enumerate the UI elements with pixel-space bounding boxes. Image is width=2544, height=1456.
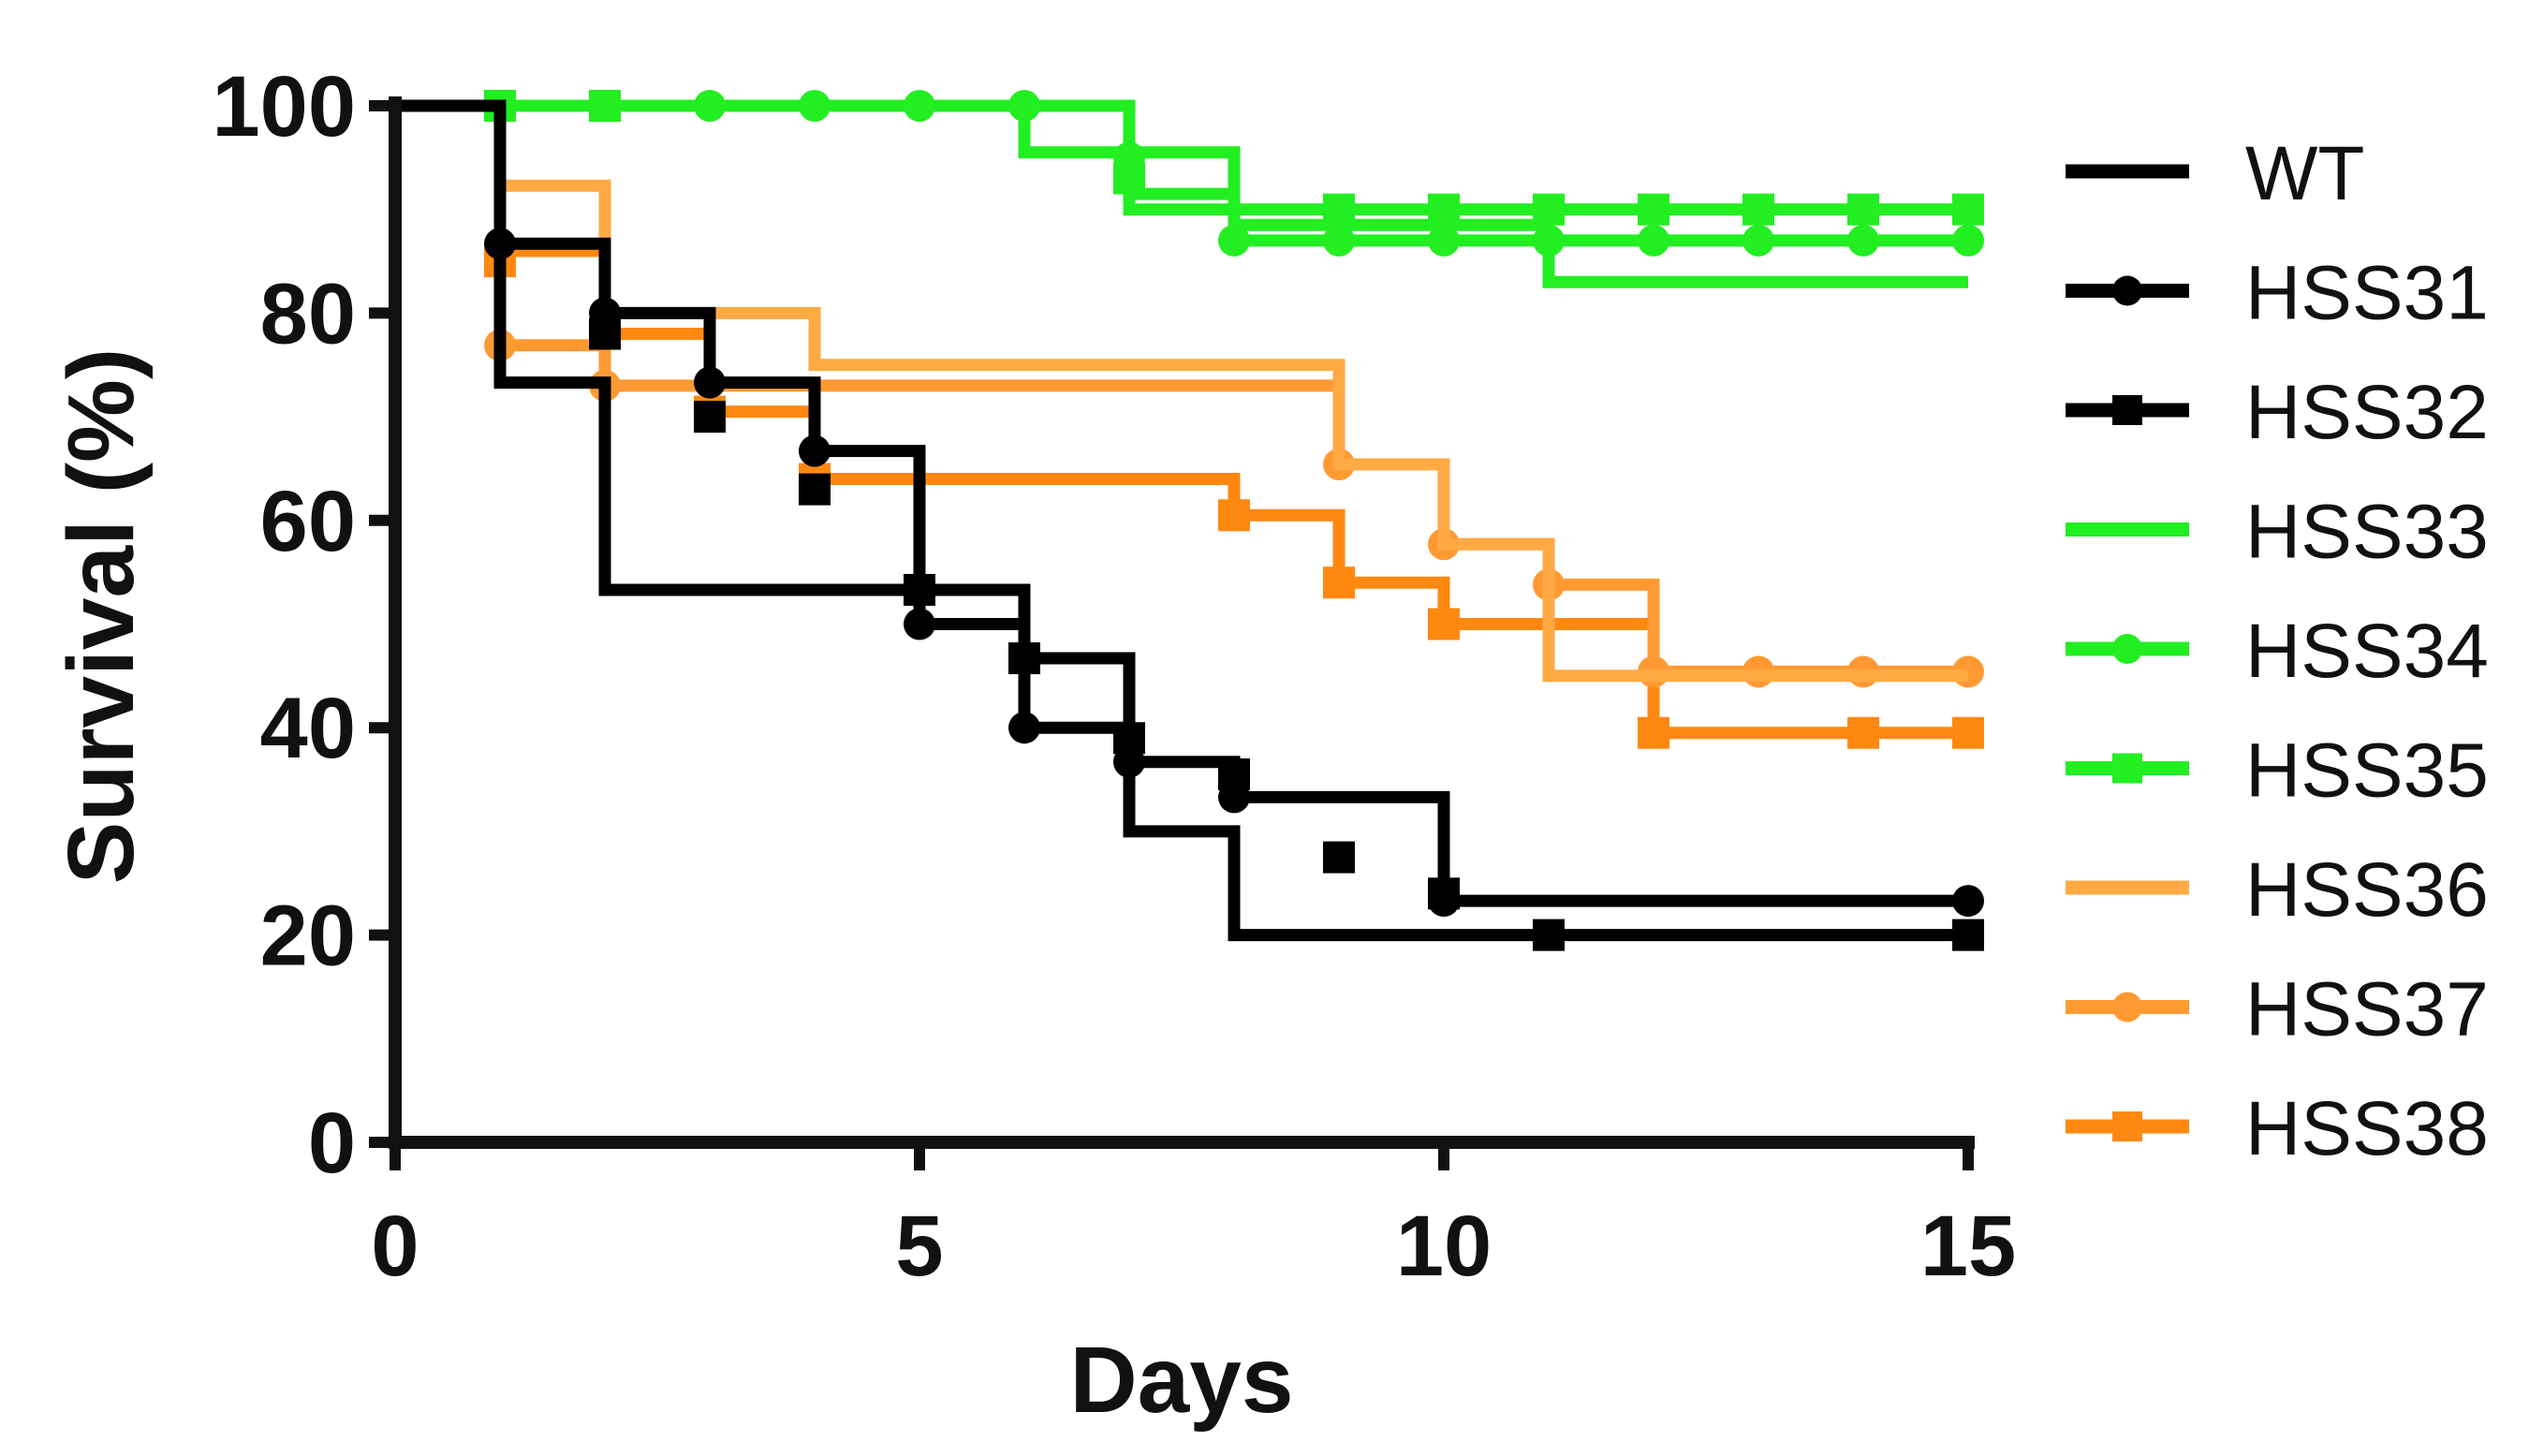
y-tick-label-40: 40 — [260, 681, 356, 776]
legend-item-wt: WT — [2066, 131, 2364, 216]
series-layer — [389, 90, 1984, 1142]
series-hss33 — [395, 99, 1968, 288]
series-line-hss38 — [395, 99, 1968, 740]
series-line-hss31 — [395, 99, 1968, 907]
data-point-hss38-7 — [1638, 716, 1669, 749]
legend-label-wt: WT — [2245, 131, 2364, 216]
data-point-hss35-6 — [1638, 193, 1669, 226]
legend-label-hss35: HSS35 — [2245, 728, 2489, 814]
y-tick-label-100: 100 — [213, 59, 357, 154]
series-line-hss32 — [395, 99, 1968, 942]
series-line-hss36 — [395, 99, 1968, 683]
legend-item-hss32: HSS32 — [2066, 370, 2489, 455]
y-axis-title: Survival (%) — [49, 348, 154, 884]
legend: WT HSS31 HSS32 HSS33 HSS34 HSS35 HSS36 HSS37 HSS… — [2066, 131, 2489, 1171]
data-point-hss38-4 — [1218, 499, 1250, 532]
data-point-hss34-11 — [1638, 224, 1669, 257]
data-point-hss31-7 — [1218, 781, 1250, 814]
x-tick-label-5: 5 — [895, 1199, 943, 1294]
data-point-hss32-9 — [1533, 919, 1565, 951]
data-point-hss34-13 — [1847, 224, 1879, 257]
data-point-hss31-2 — [694, 366, 726, 399]
data-point-hss31-4 — [904, 608, 935, 640]
data-point-hss31-0 — [484, 228, 516, 260]
legend-marker-hss32 — [2112, 395, 2142, 425]
legend-marker-hss38 — [2112, 1111, 2142, 1141]
legend-marker-hss37 — [2112, 992, 2142, 1022]
x-tick-label-10: 10 — [1396, 1199, 1492, 1294]
data-point-hss31-3 — [799, 434, 831, 467]
data-point-hss35-8 — [1847, 193, 1879, 226]
data-point-hss34-14 — [1952, 224, 1984, 257]
legend-marker-hss34 — [2112, 634, 2142, 664]
data-point-hss32-10 — [1952, 919, 1984, 951]
data-point-hss32-1 — [694, 401, 726, 434]
data-point-hss35-9 — [1952, 193, 1984, 226]
data-point-hss34-12 — [1743, 224, 1774, 257]
data-point-hss34-8 — [1323, 224, 1355, 257]
legend-item-hss37: HSS37 — [2066, 967, 2489, 1052]
legend-marker-hss35 — [2112, 753, 2142, 784]
data-point-hss32-2 — [799, 473, 831, 506]
x-tick-label-0: 0 — [371, 1199, 419, 1294]
legend-label-hss38: HSS38 — [2245, 1086, 2489, 1171]
data-point-hss34-7 — [1218, 224, 1250, 257]
legend-item-hss36: HSS36 — [2066, 847, 2489, 933]
series-line-hss34 — [395, 99, 1968, 247]
data-point-hss31-1 — [589, 297, 621, 330]
data-point-hss31-8 — [1428, 885, 1460, 918]
legend-item-hss33: HSS33 — [2066, 490, 2489, 575]
y-tick-label-80: 80 — [260, 266, 356, 361]
legend-item-hss34: HSS34 — [2066, 609, 2489, 694]
data-point-hss32-7 — [1323, 841, 1355, 874]
legend-label-hss32: HSS32 — [2245, 370, 2489, 455]
series-hss36 — [395, 99, 1968, 683]
legend-label-hss34: HSS34 — [2245, 609, 2489, 694]
legend-label-hss37: HSS37 — [2245, 967, 2489, 1052]
data-point-hss38-6 — [1428, 608, 1460, 640]
legend-label-hss31: HSS31 — [2245, 251, 2489, 336]
data-point-hss31-5 — [1008, 712, 1040, 744]
legend-label-hss33: HSS33 — [2245, 490, 2489, 575]
legend-item-hss31: HSS31 — [2066, 251, 2489, 336]
x-axis-title: Days — [1069, 1328, 1293, 1433]
series-hss34 — [395, 90, 1984, 257]
data-point-hss34-9 — [1428, 224, 1460, 257]
legend-item-hss35: HSS35 — [2066, 728, 2489, 814]
data-point-hss31-6 — [1113, 745, 1145, 778]
x-tick-label-15: 15 — [1920, 1199, 2016, 1294]
data-point-hss38-5 — [1323, 566, 1355, 599]
legend-label-hss36: HSS36 — [2245, 847, 2489, 933]
legend-item-hss38: HSS38 — [2066, 1086, 2489, 1171]
y-tick-label-20: 20 — [260, 889, 356, 984]
data-point-hss31-9 — [1952, 885, 1984, 918]
axes-layer: 0 20 40 60 80 100 0 5 10 15 — [213, 59, 2017, 1294]
data-point-hss38-8 — [1847, 716, 1879, 749]
legend-marker-hss31 — [2112, 275, 2142, 306]
series-hss31 — [395, 99, 1984, 918]
y-tick-label-0: 0 — [308, 1096, 356, 1191]
series-line-hss33 — [395, 99, 1968, 288]
data-point-hss35-7 — [1743, 193, 1774, 226]
data-point-hss38-9 — [1952, 716, 1984, 749]
y-tick-label-60: 60 — [260, 474, 356, 569]
